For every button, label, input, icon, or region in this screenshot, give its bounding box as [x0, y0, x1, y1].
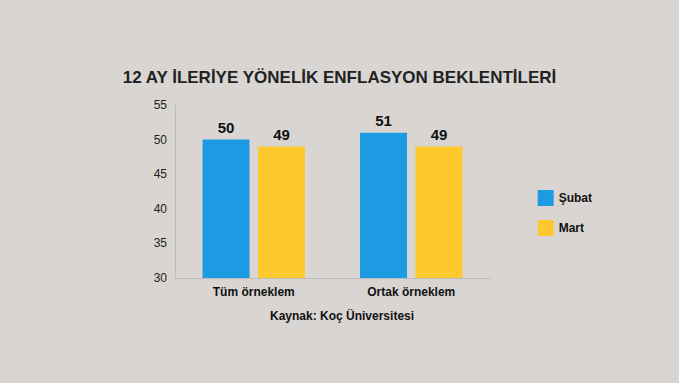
- svg-text:49: 49: [273, 126, 290, 143]
- svg-text:50: 50: [154, 133, 168, 147]
- svg-text:51: 51: [375, 112, 392, 129]
- svg-text:Tüm örneklem: Tüm örneklem: [213, 285, 295, 299]
- svg-text:45: 45: [154, 167, 168, 181]
- svg-text:35: 35: [154, 236, 168, 250]
- svg-text:Kaynak: Koç Üniversitesi: Kaynak: Koç Üniversitesi: [270, 308, 414, 323]
- svg-text:Mart: Mart: [559, 221, 584, 235]
- svg-text:Şubat: Şubat: [559, 191, 592, 205]
- svg-text:55: 55: [154, 98, 168, 112]
- svg-text:30: 30: [154, 271, 168, 285]
- svg-text:49: 49: [431, 126, 448, 143]
- svg-text:50: 50: [218, 119, 235, 136]
- svg-text:12 AY İLERİYE YÖNELİK ENFLASYO: 12 AY İLERİYE YÖNELİK ENFLASYON BEKLENTİ…: [123, 68, 557, 87]
- svg-text:Ortak örneklem: Ortak örneklem: [367, 285, 455, 299]
- svg-text:40: 40: [154, 202, 168, 216]
